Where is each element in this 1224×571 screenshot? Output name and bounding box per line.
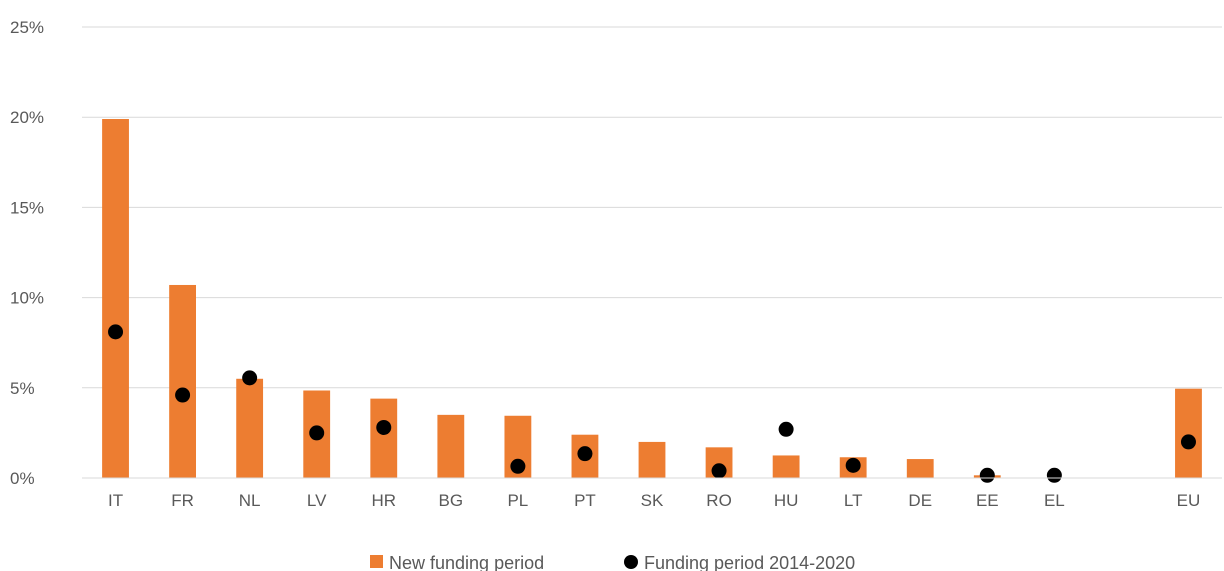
data-point <box>376 419 392 435</box>
bar <box>638 441 666 478</box>
data-point <box>175 387 191 403</box>
gridlines <box>82 26 1222 389</box>
x-tick-label: BG <box>439 491 464 510</box>
legend-label-dot: Funding period 2014-2020 <box>644 553 855 571</box>
y-tick-label: 20% <box>10 108 44 127</box>
dot-series <box>108 324 1196 483</box>
legend-swatch-bar <box>370 555 383 568</box>
bar <box>370 398 398 478</box>
bar <box>169 284 196 478</box>
x-tick-label: PT <box>574 491 596 510</box>
bar <box>437 414 465 478</box>
bar <box>906 459 934 478</box>
y-tick-label: 5% <box>10 379 35 398</box>
data-point <box>242 370 258 386</box>
bar-series <box>102 119 1202 478</box>
x-tick-label: EL <box>1044 491 1065 510</box>
x-tick-label: FR <box>171 491 194 510</box>
data-point <box>979 467 995 483</box>
x-tick-label: EE <box>976 491 999 510</box>
x-tick-label: LT <box>844 491 863 510</box>
y-axis: 0% 5% 10% 15% 20% 25% <box>10 18 44 488</box>
bar <box>102 119 129 478</box>
y-tick-label: 15% <box>10 198 44 217</box>
x-axis: IT FR NL LV HR BG PL PT SK RO HU LT DE EE EL EU <box>108 491 1200 510</box>
x-tick-label: PL <box>507 491 528 510</box>
data-point <box>577 446 593 462</box>
data-point <box>778 421 794 437</box>
x-tick-label: HR <box>371 491 396 510</box>
x-tick-label: LV <box>307 491 327 510</box>
x-tick-label: HU <box>774 491 799 510</box>
data-point <box>510 458 526 474</box>
legend: New funding period Funding period 2014-2… <box>370 553 855 571</box>
x-tick-label: IT <box>108 491 123 510</box>
x-tick-label: NL <box>239 491 261 510</box>
data-point <box>309 425 325 441</box>
data-point <box>711 463 727 479</box>
bar <box>236 378 264 478</box>
y-tick-label: 25% <box>10 18 44 37</box>
x-tick-label: RO <box>706 491 732 510</box>
data-point <box>1180 434 1196 450</box>
y-tick-label: 10% <box>10 289 44 308</box>
bar <box>1175 388 1202 478</box>
data-point <box>108 324 124 340</box>
bar <box>772 455 800 478</box>
data-point <box>1046 467 1062 483</box>
legend-label-bar: New funding period <box>389 553 544 571</box>
x-tick-label: DE <box>908 491 932 510</box>
y-tick-label: 0% <box>10 469 35 488</box>
legend-swatch-dot <box>624 555 638 569</box>
x-tick-label: EU <box>1177 491 1201 510</box>
data-point <box>845 457 861 473</box>
x-tick-label: SK <box>641 491 664 510</box>
